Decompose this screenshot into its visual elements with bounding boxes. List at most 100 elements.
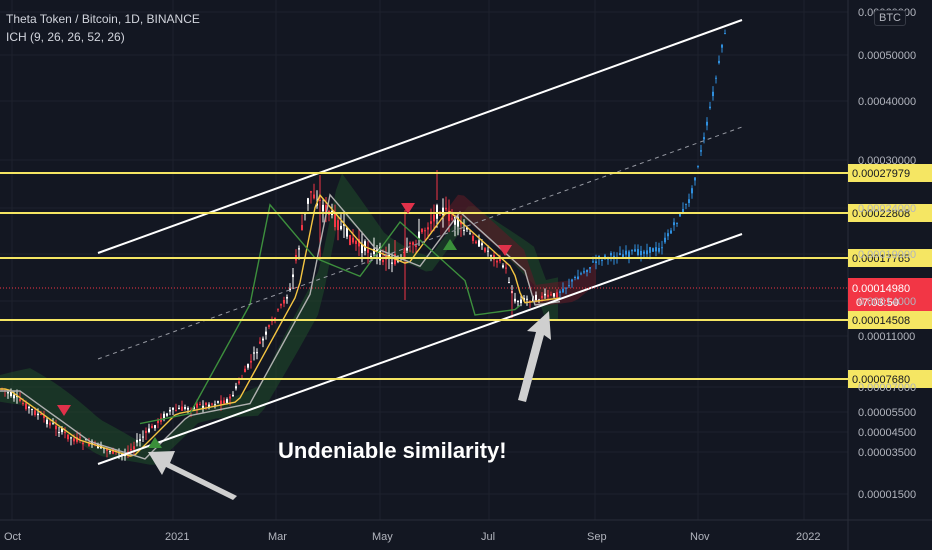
candle-body bbox=[451, 218, 453, 220]
upper-channel-line bbox=[97, 19, 743, 254]
chikou-line bbox=[139, 203, 521, 425]
candle-body bbox=[700, 150, 702, 152]
arrow-up bbox=[518, 311, 551, 402]
candle-body bbox=[370, 255, 372, 258]
candle-body bbox=[529, 300, 531, 302]
candle-body bbox=[403, 251, 405, 253]
x-tick-label: 2021 bbox=[165, 531, 189, 543]
candle-body bbox=[487, 250, 489, 252]
candle-body bbox=[697, 166, 699, 168]
candle-body bbox=[460, 221, 462, 225]
level-tag bbox=[848, 164, 932, 182]
candle-body bbox=[457, 217, 459, 227]
channel-midline bbox=[97, 126, 743, 360]
candle-body bbox=[502, 265, 504, 268]
candle-body bbox=[595, 261, 597, 264]
candle-body bbox=[409, 242, 411, 245]
candle-body bbox=[232, 394, 234, 397]
candle-body bbox=[145, 430, 147, 434]
price-axis: 0.000600000.000500000.000400000.00030000… bbox=[858, 7, 916, 501]
currency-badge[interactable]: BTC bbox=[874, 10, 906, 26]
candle-body bbox=[496, 260, 498, 263]
indicator-lines bbox=[0, 193, 561, 460]
candle-body bbox=[592, 261, 594, 263]
y-tick-label: 0.00019000 bbox=[858, 249, 916, 261]
candle-body bbox=[7, 392, 9, 394]
candle-body bbox=[298, 248, 300, 250]
candle-body bbox=[361, 244, 363, 254]
last-price-value: 0.00014980 bbox=[852, 283, 910, 295]
candle-body bbox=[550, 294, 552, 296]
candle-body bbox=[40, 414, 42, 416]
candle-body bbox=[37, 413, 39, 416]
candle-body bbox=[259, 341, 261, 344]
candle-body bbox=[124, 454, 126, 457]
candle-body bbox=[466, 227, 468, 230]
candle-body bbox=[202, 405, 204, 408]
candle-body bbox=[712, 91, 714, 97]
indicator-label[interactable]: ICH (9, 26, 26, 52, 26) bbox=[6, 30, 125, 44]
candle-body bbox=[82, 442, 84, 445]
candle-body bbox=[205, 402, 207, 405]
candle-body bbox=[10, 391, 12, 397]
buy-signal-marker bbox=[443, 239, 457, 250]
sell-signal-marker bbox=[498, 245, 512, 256]
candle-body bbox=[334, 213, 336, 227]
y-tick-label: 0.00004500 bbox=[858, 427, 916, 439]
candle-body bbox=[601, 260, 603, 262]
candle-body bbox=[301, 225, 303, 230]
level-tag-label: 0.00014508 bbox=[852, 315, 910, 327]
candle-body bbox=[433, 214, 435, 222]
candle-body bbox=[142, 436, 144, 438]
candle-body bbox=[25, 403, 27, 410]
candle-body bbox=[340, 225, 342, 230]
candle-body bbox=[613, 255, 615, 259]
level-tag-label: 0.00007680 bbox=[852, 374, 910, 386]
candle-body bbox=[475, 241, 477, 244]
candle-body bbox=[379, 247, 381, 261]
candle-body bbox=[16, 396, 18, 398]
candle-body bbox=[235, 386, 237, 389]
candle-body bbox=[655, 247, 657, 252]
candle-body bbox=[520, 299, 522, 304]
y-tick-label: 0.00005500 bbox=[858, 407, 916, 419]
candle-body bbox=[436, 205, 438, 219]
candle-body bbox=[88, 443, 90, 446]
candle-body bbox=[724, 33, 726, 35]
candle-body bbox=[571, 279, 573, 282]
candle-body bbox=[223, 400, 225, 404]
candle-body bbox=[133, 446, 135, 450]
candles bbox=[1, 29, 726, 461]
candle-body bbox=[463, 229, 465, 231]
candle-body bbox=[19, 398, 21, 402]
candle-body bbox=[430, 221, 432, 224]
candle-body bbox=[91, 441, 93, 445]
level-tag bbox=[848, 204, 932, 222]
candle-body bbox=[199, 404, 201, 406]
y-tick-label: 0.00011000 bbox=[858, 331, 915, 343]
x-tick-label: Jul bbox=[481, 531, 495, 543]
candle-body bbox=[31, 409, 33, 411]
arrow-left bbox=[148, 451, 237, 500]
candle-body bbox=[412, 242, 414, 245]
y-tick-label: 0.00001500 bbox=[858, 489, 916, 501]
candle-body bbox=[214, 404, 216, 406]
candle-body bbox=[256, 352, 258, 354]
candle-body bbox=[13, 394, 15, 399]
candle-body bbox=[418, 231, 420, 239]
candle-body bbox=[67, 434, 69, 440]
annotation-text: Undeniable similarity! bbox=[278, 438, 507, 463]
candle-body bbox=[415, 245, 417, 247]
candle-body bbox=[574, 276, 576, 278]
y-tick-label: 0.00014000 bbox=[858, 296, 916, 308]
candle-body bbox=[721, 44, 723, 48]
candle-body bbox=[439, 214, 441, 216]
candle-body bbox=[586, 269, 588, 273]
candle-body bbox=[673, 222, 675, 226]
candle-body bbox=[34, 410, 36, 415]
symbol-title[interactable]: Theta Token / Bitcoin, 1D, BINANCE bbox=[6, 12, 200, 26]
candle-body bbox=[262, 338, 264, 341]
candle-body bbox=[172, 407, 174, 410]
